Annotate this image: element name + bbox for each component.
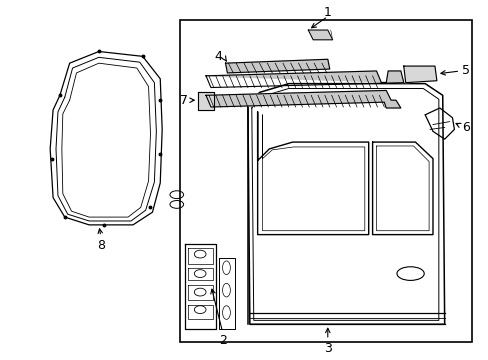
Polygon shape — [198, 93, 213, 110]
Polygon shape — [307, 30, 332, 40]
Polygon shape — [403, 66, 436, 83]
Polygon shape — [205, 71, 403, 83]
Text: 8: 8 — [97, 239, 104, 252]
Text: 7: 7 — [179, 94, 187, 107]
Text: 5: 5 — [461, 64, 469, 77]
Polygon shape — [225, 59, 329, 73]
Bar — [180, 20, 471, 342]
Text: 2: 2 — [218, 334, 226, 347]
Polygon shape — [205, 90, 400, 108]
Text: 1: 1 — [323, 6, 331, 19]
Text: 4: 4 — [214, 50, 222, 63]
Text: 6: 6 — [461, 121, 469, 134]
Text: 3: 3 — [323, 342, 331, 355]
